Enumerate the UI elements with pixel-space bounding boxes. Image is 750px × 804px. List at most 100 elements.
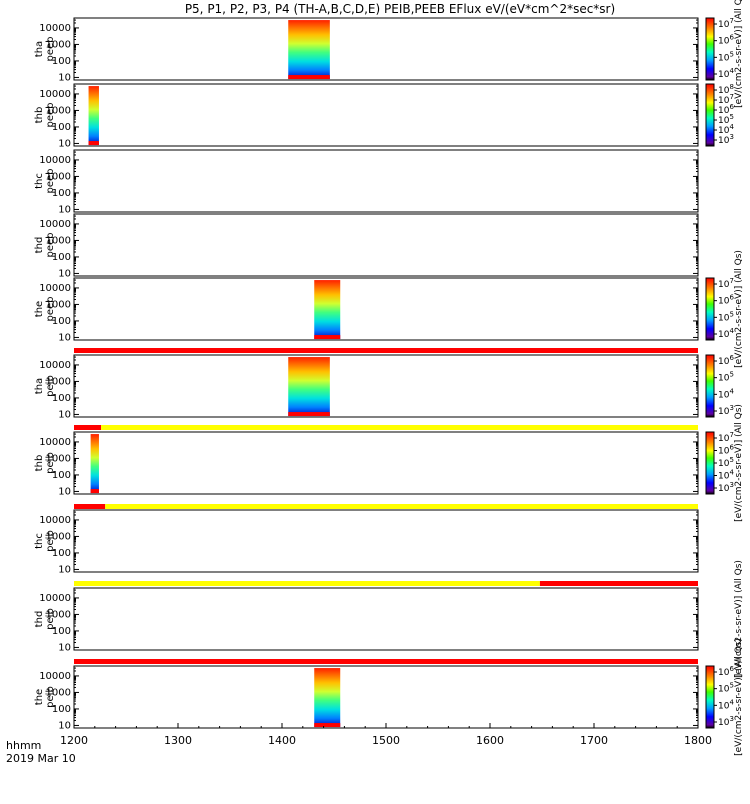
panel-label: peeb xyxy=(45,297,56,322)
colorbar xyxy=(705,354,715,418)
low-energy-band xyxy=(88,141,99,146)
colorbar-unit-label: [eV/(cm2-s-sr-eV)] (All Qs) xyxy=(734,560,744,678)
colorbar-tick-label: 106 xyxy=(718,665,734,678)
spectrogram-block xyxy=(288,357,330,417)
colorbar-tick-label: 104 xyxy=(718,469,734,482)
y-tick-label: 10 xyxy=(58,720,71,731)
x-tick-label: 1800 xyxy=(684,734,712,747)
status-segment xyxy=(74,425,102,430)
colorbar-tick-label: 107 xyxy=(718,93,734,106)
colorbar-tick-label: 104 xyxy=(718,327,734,340)
panel-label: thb xyxy=(34,107,45,124)
panel-label: thd xyxy=(34,237,45,254)
low-energy-band xyxy=(288,412,330,417)
spectrogram-block xyxy=(90,434,99,494)
panel-label: tha xyxy=(34,378,45,394)
y-tick-label: 100 xyxy=(52,470,71,481)
y-tick-label: 10000 xyxy=(39,23,71,34)
panel-label: peib xyxy=(45,608,56,630)
y-tick-label: 1000 xyxy=(46,453,71,464)
panel-frame xyxy=(73,277,699,341)
y-tick-label: 10 xyxy=(58,268,71,279)
colorbar-tick-label: 108 xyxy=(718,83,734,96)
x-tick-label: 1700 xyxy=(580,734,608,747)
panel-frame xyxy=(73,665,699,729)
y-tick-label: 10 xyxy=(58,486,71,497)
colorbar-tick-label: 105 xyxy=(718,50,734,63)
panel-tha-peib: 10 100 1000 10000 tha peib 103 104 105 106 xyxy=(34,354,734,420)
panel-frame xyxy=(73,17,699,81)
y-tick-label: 1000 xyxy=(46,235,71,246)
y-tick-label: 10000 xyxy=(39,219,71,230)
x-tick-label: 1200 xyxy=(60,734,88,747)
panel-frame xyxy=(73,149,699,213)
status-segment xyxy=(74,348,698,353)
panel-frame xyxy=(73,83,699,147)
colorbar-tick-label: 104 xyxy=(718,67,734,80)
panel-thd-peib: 10 100 1000 10000 thd peib [eV/(cm2-s-sr-eV)] … xyxy=(34,560,744,678)
y-tick-label: 10 xyxy=(58,138,71,149)
date-label: 2019 Mar 10 xyxy=(6,752,76,765)
panel-label: thb xyxy=(34,455,45,472)
status-bar-thc-peib xyxy=(74,581,698,586)
x-tick-label: 1600 xyxy=(476,734,504,747)
panel-tha-peeb: 10 100 1000 10000 tha peeb 104 105 106 107 [eV/(cm… xyxy=(34,0,744,108)
colorbar-tick-label: 103 xyxy=(718,481,734,494)
status-segment xyxy=(105,504,698,509)
colorbar xyxy=(705,83,715,147)
y-tick-label: 1000 xyxy=(46,609,71,620)
status-bar-tha-peib xyxy=(74,425,699,430)
y-tick-label: 10 xyxy=(58,409,71,420)
panel-label: peeb xyxy=(45,37,56,62)
y-tick-label: 100 xyxy=(52,393,71,404)
panel-thc-peeb: 10 100 1000 10000 thc peeb xyxy=(34,149,699,215)
y-tick-label: 10000 xyxy=(39,671,71,682)
y-tick-label: 10 xyxy=(58,204,71,215)
panel-label: peib xyxy=(45,375,56,397)
y-tick-label: 100 xyxy=(52,626,71,637)
y-tick-label: 100 xyxy=(52,252,71,263)
panel-frame xyxy=(73,213,699,277)
colorbar-tick-label: 106 xyxy=(718,294,734,307)
status-segment xyxy=(74,504,106,509)
low-energy-band xyxy=(314,723,341,728)
colorbar-tick-label: 105 xyxy=(718,682,734,695)
colorbar-tick-label: 106 xyxy=(718,354,734,367)
y-tick-label: 100 xyxy=(52,316,71,327)
status-segment xyxy=(539,581,698,586)
spectrogram-block xyxy=(288,20,330,80)
panel-frame xyxy=(73,509,699,573)
y-tick-label: 100 xyxy=(52,704,71,715)
panel-thd-peeb: 10 100 1000 10000 thd peeb xyxy=(34,213,699,279)
panel-label: the xyxy=(34,301,45,317)
panel-label: peeb xyxy=(45,233,56,258)
y-tick-label: 1000 xyxy=(46,299,71,310)
y-tick-label: 100 xyxy=(52,188,71,199)
y-tick-label: 1000 xyxy=(46,105,71,116)
panel-label: peib xyxy=(45,530,56,552)
y-tick-label: 100 xyxy=(52,56,71,67)
status-segment xyxy=(101,425,699,430)
colorbar-tick-label: 105 xyxy=(718,310,734,323)
colorbar xyxy=(705,17,715,81)
y-tick-label: 10 xyxy=(58,332,71,343)
colorbar-tick-label: 107 xyxy=(718,431,734,444)
panel-label: the xyxy=(34,689,45,705)
y-tick-label: 10000 xyxy=(39,155,71,166)
colorbar-tick-label: 105 xyxy=(718,456,734,469)
panel-label: peeb xyxy=(45,103,56,128)
x-tick-label: 1500 xyxy=(372,734,400,747)
time-axis-label: hhmm xyxy=(6,739,41,752)
low-energy-band xyxy=(314,335,341,340)
y-tick-label: 1000 xyxy=(46,531,71,542)
y-tick-label: 1000 xyxy=(46,376,71,387)
x-tick-label: 1300 xyxy=(164,734,192,747)
y-tick-label: 1000 xyxy=(46,687,71,698)
colorbar-unit-label: [eV/(cm2-s-sr-eV)] (All Qs) xyxy=(734,250,744,368)
y-tick-label: 100 xyxy=(52,548,71,559)
low-energy-band xyxy=(90,489,99,494)
